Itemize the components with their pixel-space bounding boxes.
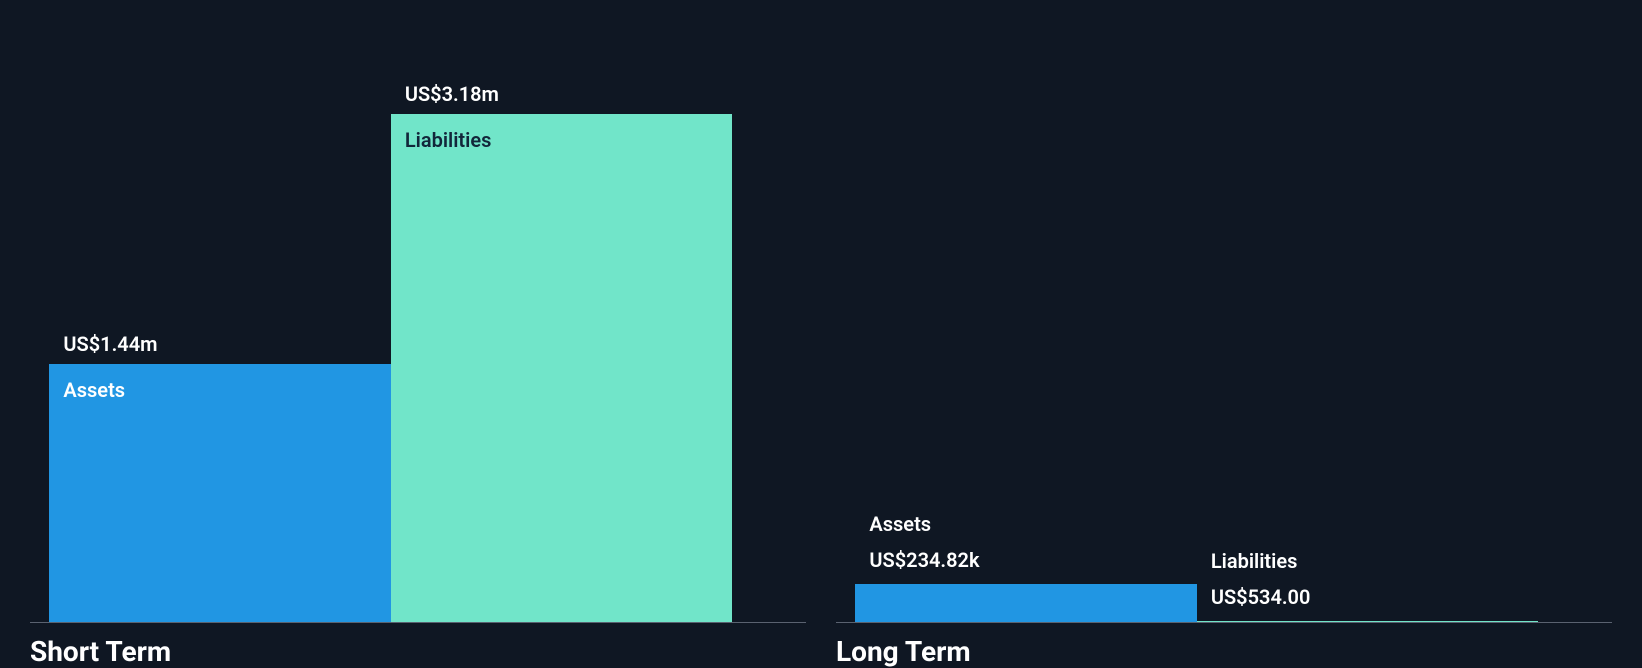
short-term-liabilities-label: Liabilities [405, 128, 492, 152]
long-term-assets-value: US$234.82k [869, 548, 979, 572]
long-term-chart-area: US$234.82k Assets US$534.00 Liabilities [836, 0, 1612, 623]
long-term-title: Long Term [836, 623, 1612, 668]
long-term-liabilities-value: US$534.00 [1211, 585, 1311, 609]
short-term-title: Short Term [30, 623, 806, 668]
chart-container: US$1.44m Assets US$3.18m Liabilities Sho… [0, 0, 1642, 668]
short-term-assets-bar: US$1.44m Assets [49, 364, 390, 622]
short-term-assets-value: US$1.44m [63, 332, 157, 356]
long-term-liabilities-label: Liabilities [1211, 549, 1298, 573]
short-term-liabilities-bar: US$3.18m Liabilities [391, 114, 732, 622]
long-term-assets-bar: US$234.82k Assets [855, 584, 1196, 622]
short-term-liabilities-value: US$3.18m [405, 82, 499, 106]
short-term-panel: US$1.44m Assets US$3.18m Liabilities Sho… [30, 0, 806, 668]
short-term-assets-label: Assets [63, 378, 125, 402]
short-term-chart-area: US$1.44m Assets US$3.18m Liabilities [30, 0, 806, 623]
long-term-assets-label: Assets [869, 512, 931, 536]
long-term-liabilities-bar: US$534.00 Liabilities [1197, 621, 1538, 622]
long-term-panel: US$234.82k Assets US$534.00 Liabilities … [836, 0, 1612, 668]
